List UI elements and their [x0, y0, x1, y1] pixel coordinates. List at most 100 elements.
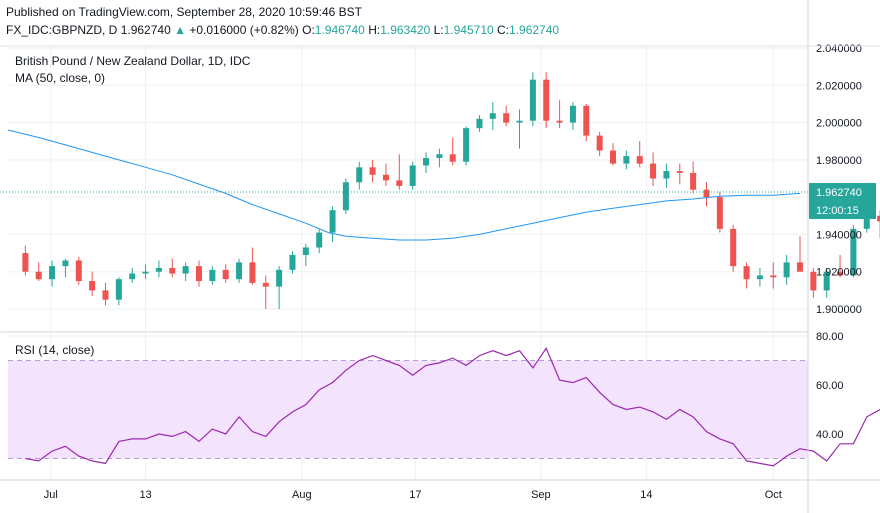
candle: [850, 225, 857, 278]
candle: [716, 191, 723, 233]
candle-body: [356, 167, 363, 183]
candles-layer: [22, 72, 880, 309]
candle-body: [49, 266, 56, 280]
candle: [449, 137, 456, 166]
candle-body: [516, 120, 523, 123]
candle: [796, 236, 803, 272]
candle-body: [676, 171, 683, 173]
time-tick-label: 14: [640, 489, 652, 501]
price-tick-label: 2.040000: [816, 43, 862, 55]
candle-body: [663, 171, 670, 179]
low-label: L:: [433, 23, 444, 37]
candle-body: [690, 172, 697, 190]
candle-body: [436, 154, 443, 158]
candle-body: [249, 262, 256, 283]
candle: [770, 262, 777, 289]
candle-body: [850, 228, 857, 276]
rsi-legend: RSI (14, close): [15, 343, 95, 357]
candle: [783, 254, 790, 285]
candle: [423, 152, 430, 173]
candle-body: [22, 253, 29, 272]
candle-body: [396, 180, 403, 186]
candle: [690, 161, 697, 194]
countdown-tag-label: 12:00:15: [816, 205, 859, 217]
candle-body: [583, 105, 590, 136]
candle-body: [837, 271, 844, 276]
candle-body: [209, 269, 216, 282]
candle-body: [35, 271, 42, 280]
candle-body: [556, 120, 563, 123]
open-label: O:: [302, 23, 315, 37]
candle: [75, 256, 82, 285]
candle: [756, 267, 763, 287]
candle-body: [449, 154, 456, 162]
candle: [342, 178, 349, 214]
candle-body: [236, 262, 243, 280]
close-value: 1.962740: [509, 23, 560, 37]
candle-body: [463, 128, 470, 162]
candle: [650, 152, 657, 186]
candle: [129, 267, 136, 283]
ohlc-line: FX_IDC:GBPNZD, D 1.962740 ▲ +0.016000 (+…: [6, 23, 559, 37]
candle: [823, 267, 830, 298]
candle-body: [276, 269, 283, 287]
candle: [35, 262, 42, 282]
candle-body: [743, 266, 750, 280]
candle-body: [89, 281, 96, 291]
candle: [636, 141, 643, 168]
candle: [663, 163, 670, 188]
change-value: +0.016000 (+0.82%): [189, 23, 299, 37]
candle: [169, 258, 176, 278]
price-tick-label: 1.920000: [816, 267, 862, 279]
candle-body: [636, 156, 643, 164]
time-tick-label: Jul: [44, 489, 58, 501]
open-value: 1.946740: [314, 23, 365, 37]
candle-body: [102, 290, 109, 300]
ma-legend: MA (50, close, 0): [15, 71, 106, 85]
candle: [516, 109, 523, 149]
candle: [195, 260, 202, 287]
candle: [316, 228, 323, 254]
high-value: 1.963420: [380, 23, 431, 37]
candle: [543, 72, 550, 129]
candle: [730, 225, 737, 272]
candle-body: [810, 271, 817, 291]
candle: [409, 161, 416, 190]
candle-body: [195, 266, 202, 282]
candle: [182, 262, 189, 282]
price-tag-label: 1.962740: [816, 187, 862, 199]
candle: [743, 262, 750, 289]
candle-body: [129, 273, 136, 280]
countdown-tag-box: [809, 201, 876, 220]
ma-line: [7, 129, 801, 241]
candle: [489, 102, 496, 131]
candle: [289, 251, 296, 274]
candle: [249, 247, 256, 285]
candle-body: [155, 267, 162, 272]
candle: [810, 267, 817, 298]
candle-body: [289, 254, 296, 270]
candle: [610, 143, 617, 166]
candle: [302, 243, 309, 267]
time-tick-label: Sep: [531, 489, 551, 501]
candle-body: [770, 275, 777, 278]
candle-body: [529, 79, 536, 121]
candle-body: [342, 182, 349, 211]
candle-body: [877, 215, 880, 222]
candle-body: [796, 262, 803, 272]
candle: [142, 264, 149, 280]
candle: [102, 282, 109, 306]
candle-body: [316, 232, 323, 248]
candle: [503, 105, 510, 127]
price-tag-box: [809, 183, 876, 202]
candle: [356, 161, 363, 190]
candle: [382, 163, 389, 186]
rsi-tick-label: 40.00: [816, 429, 844, 441]
candle-body: [863, 215, 870, 229]
candle-body: [115, 279, 122, 300]
candle-body: [409, 165, 416, 186]
candle: [623, 150, 630, 170]
rsi-line: [25, 347, 880, 467]
candle: [369, 159, 376, 183]
